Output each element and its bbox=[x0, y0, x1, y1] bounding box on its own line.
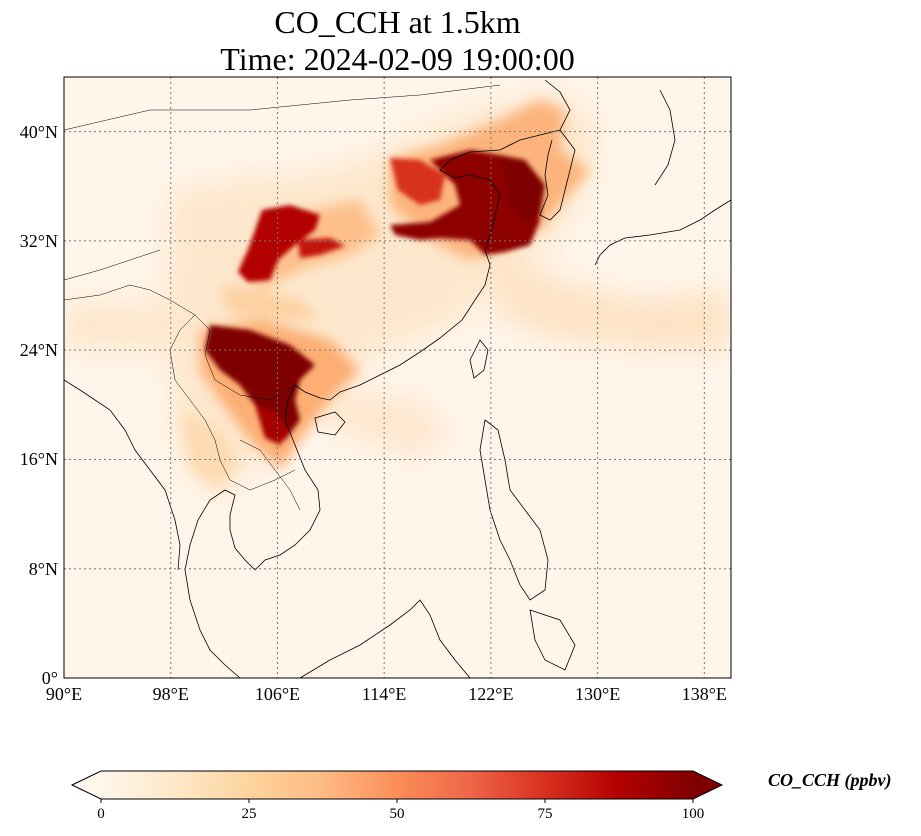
colorbar-ticks bbox=[100, 799, 694, 803]
hainan-coastline bbox=[314, 411, 346, 436]
lon-tick-label: 138°E bbox=[681, 684, 727, 704]
lon-tick-label: 106°E bbox=[254, 684, 301, 704]
colorbar-body bbox=[101, 771, 693, 799]
colorbar-tick-label: 0 bbox=[97, 806, 105, 822]
myanmar-coastline bbox=[64, 379, 181, 571]
china-coastline bbox=[294, 79, 571, 401]
colorbar-tick-label: 100 bbox=[681, 806, 705, 822]
borneo-coastline bbox=[299, 599, 471, 678]
indochina-coastline bbox=[184, 384, 321, 678]
japan-coastline bbox=[594, 89, 731, 266]
colorbar-extend-min bbox=[72, 771, 101, 799]
korea-coastline bbox=[539, 129, 576, 221]
coastlines bbox=[64, 79, 731, 678]
colorbar-extend-max bbox=[693, 771, 722, 799]
lat-tick-label: 24°N bbox=[19, 340, 58, 361]
lat-tick-label: 8°N bbox=[28, 558, 58, 579]
country-borders bbox=[64, 84, 501, 511]
lat-tick-label: 32°N bbox=[19, 230, 58, 251]
colorbar bbox=[70, 770, 724, 803]
colorbar-label: CO_CCH (ppbv) bbox=[768, 770, 892, 790]
map-title: CO_CCH at 1.5km bbox=[274, 4, 521, 40]
lon-tick-label: 122°E bbox=[468, 684, 514, 704]
colorbar-tick-label: 50 bbox=[389, 806, 405, 822]
lat-tick-label: 40°N bbox=[19, 121, 58, 142]
map-subtitle-time: Time: 2024-02-09 19:00:00 bbox=[220, 41, 575, 77]
colorbar-tick-label: 75 bbox=[537, 806, 553, 822]
lon-tick-label: 98°E bbox=[152, 684, 189, 704]
colorbar-tick-label: 25 bbox=[241, 806, 257, 822]
philippines-coastline bbox=[479, 419, 576, 671]
lat-tick-label: 16°N bbox=[19, 449, 58, 470]
lon-tick-label: 114°E bbox=[361, 684, 407, 704]
taiwan-coastline bbox=[469, 339, 489, 379]
lon-tick-label: 130°E bbox=[574, 684, 621, 704]
map-frame bbox=[63, 76, 732, 679]
lat-tick-label: 0° bbox=[41, 668, 58, 688]
lon-tick-label: 90°E bbox=[45, 684, 83, 704]
